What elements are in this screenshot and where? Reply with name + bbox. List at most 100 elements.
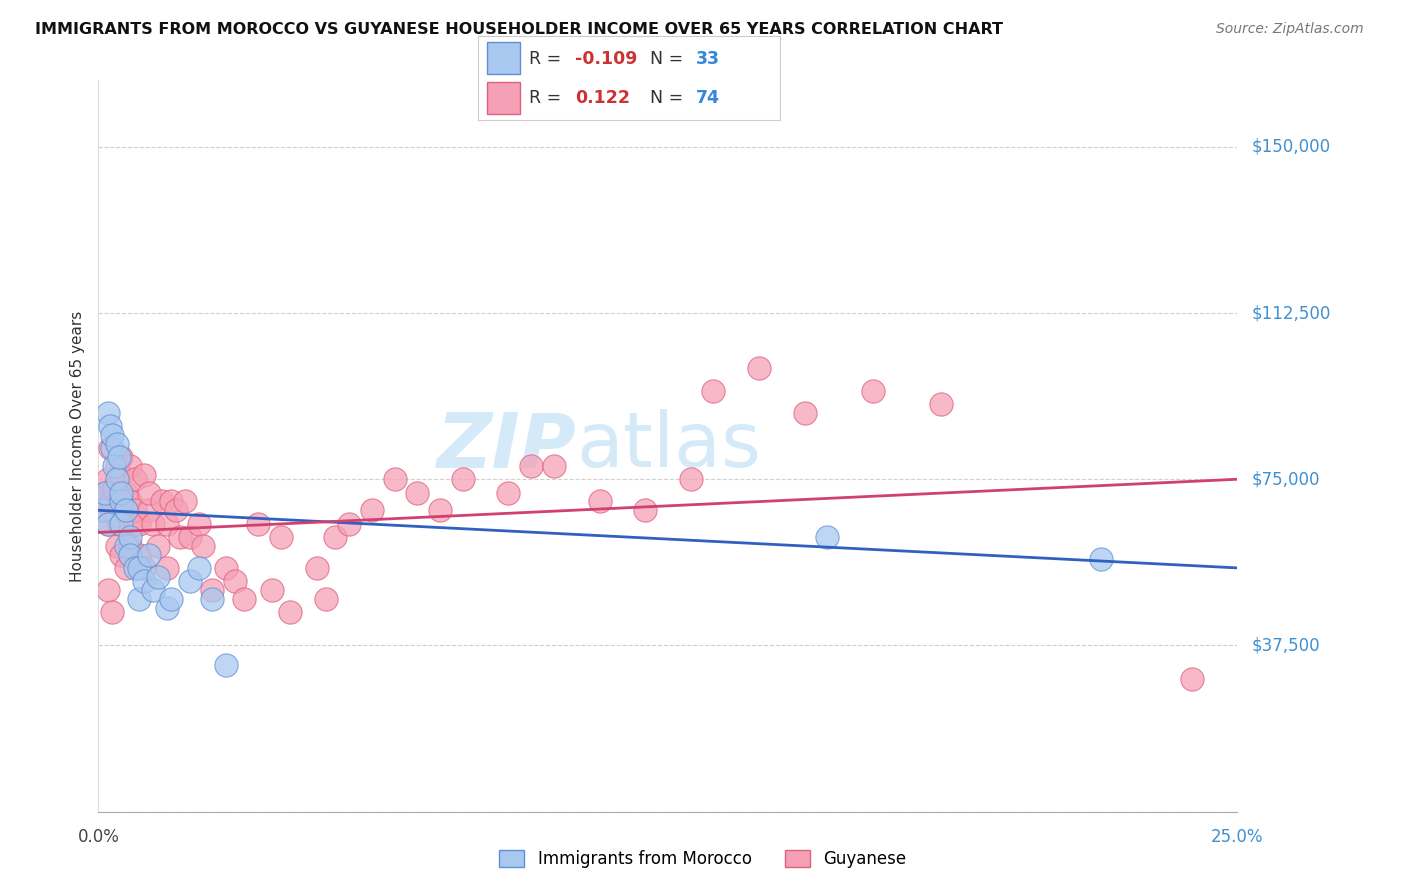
FancyBboxPatch shape [486,43,520,74]
Point [384,472,406,486]
Point [793,406,815,420]
FancyBboxPatch shape [486,82,520,113]
Point [114,503,136,517]
Point [105,508,128,522]
Point [124,503,146,517]
Text: R =: R = [530,50,567,68]
Text: 25.0%: 25.0% [1211,829,1264,847]
Point [124,561,146,575]
Point [105,458,128,473]
Point [124,472,146,486]
Point [142,583,165,598]
Text: N =: N = [651,88,689,106]
Point [110,494,132,508]
Point [108,450,131,464]
Point [543,458,565,473]
Point [360,503,382,517]
Point [634,503,657,517]
Point [114,561,136,575]
Point [128,548,150,562]
Point [114,503,136,517]
Point [165,503,187,517]
Point [101,605,124,619]
Point [174,494,197,508]
Text: $112,500: $112,500 [1251,304,1330,322]
Text: atlas: atlas [576,409,762,483]
Point [315,591,337,606]
Point [132,574,155,589]
Point [179,574,201,589]
Point [96,583,118,598]
Legend: Immigrants from Morocco, Guyanese: Immigrants from Morocco, Guyanese [492,843,914,875]
Point [520,458,543,473]
Point [146,570,169,584]
Text: ZIP: ZIP [437,409,576,483]
Point [110,485,132,500]
Point [498,485,520,500]
Point [201,583,224,598]
Point [120,548,142,562]
Point [110,450,132,464]
Point [101,494,124,508]
Point [128,591,150,606]
Point [91,503,114,517]
Point [156,600,179,615]
Point [94,485,117,500]
Point [179,530,201,544]
Point [815,530,838,544]
Text: $75,000: $75,000 [1251,470,1320,488]
Text: $37,500: $37,500 [1251,637,1320,655]
Text: $150,000: $150,000 [1251,137,1330,156]
Point [224,574,246,589]
Point [160,494,183,508]
Point [91,503,114,517]
Point [132,561,155,575]
Point [120,539,142,553]
Point [929,397,952,411]
Point [105,539,128,553]
Point [98,419,121,434]
Point [138,548,160,562]
Point [270,530,292,544]
Point [278,605,301,619]
Point [101,441,124,455]
Point [193,539,215,553]
Point [96,406,118,420]
Point [110,516,132,531]
Point [114,539,136,553]
Point [128,561,150,575]
Point [103,458,125,473]
Point [451,472,474,486]
Text: 74: 74 [696,88,720,106]
Point [215,658,238,673]
Point [233,591,256,606]
Point [128,516,150,531]
Point [862,384,884,398]
Point [201,591,224,606]
Point [120,530,142,544]
Point [748,361,770,376]
Point [337,516,360,531]
Point [679,472,702,486]
Point [246,516,269,531]
Point [406,485,429,500]
Point [187,561,209,575]
Point [120,458,142,473]
Point [105,437,128,451]
Point [103,481,125,495]
Text: N =: N = [651,50,689,68]
Point [96,516,118,531]
Point [101,503,124,517]
Point [142,516,165,531]
Text: -0.109: -0.109 [575,50,637,68]
Point [108,516,131,531]
Text: R =: R = [530,88,572,106]
Point [110,467,132,482]
Text: 33: 33 [696,50,720,68]
Point [124,516,146,531]
Point [156,561,179,575]
Point [260,583,283,598]
Point [96,472,118,486]
Point [138,503,160,517]
Point [588,494,610,508]
